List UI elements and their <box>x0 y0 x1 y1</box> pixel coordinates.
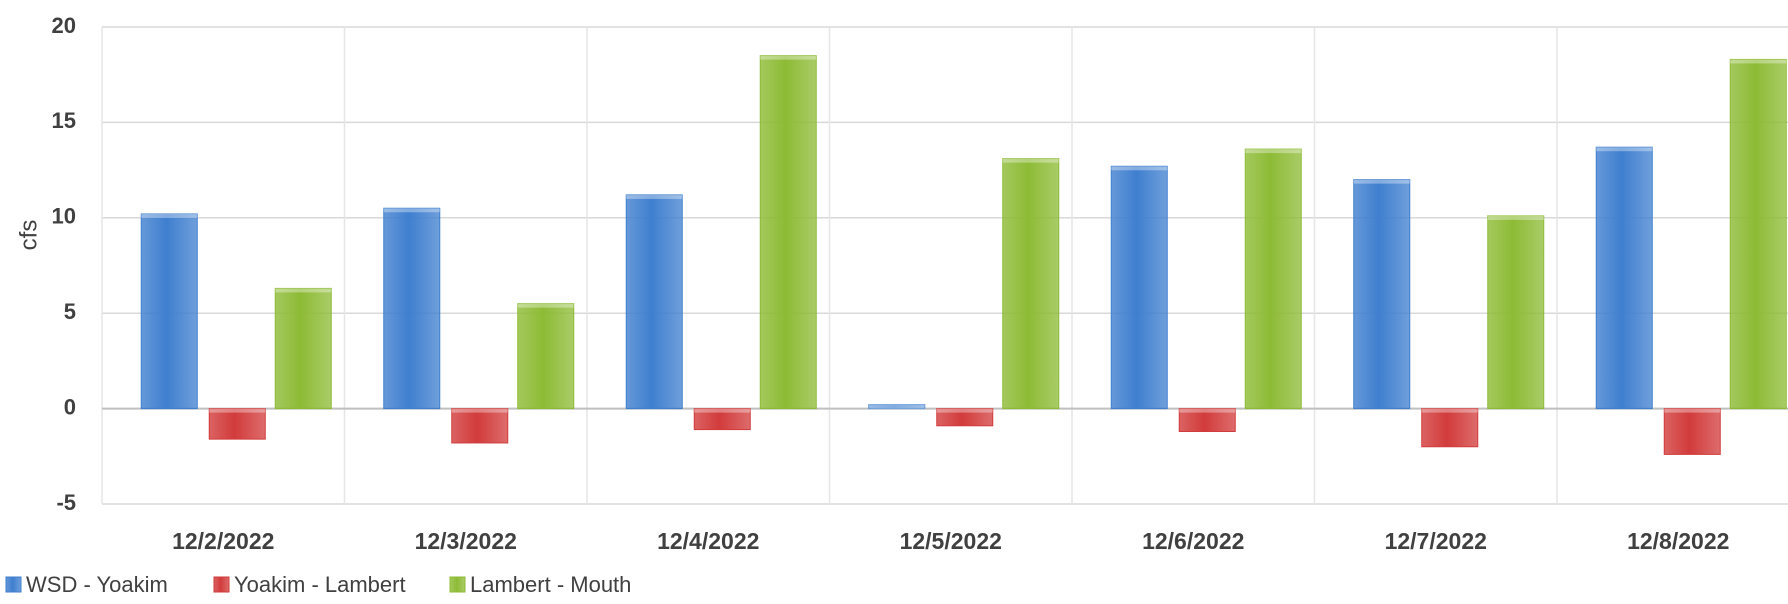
y-axis-label: cfs <box>15 220 42 251</box>
bar-wsd-yoakim-3 <box>625 194 683 410</box>
bar-highlight <box>275 288 332 293</box>
bar-highlight <box>1596 147 1653 152</box>
bar-wsd-yoakim-1 <box>140 213 198 410</box>
x-tick-label: 12/4/2022 <box>657 528 759 554</box>
x-tick-label: 12/7/2022 <box>1385 528 1487 554</box>
bar-wsd-yoakim-4 <box>868 404 926 410</box>
y-tick-label: 5 <box>64 299 76 324</box>
bar-highlight <box>694 408 751 413</box>
x-axis-ticks: 12/2/2022 12/3/2022 12/4/2022 12/5/2022 12/6… <box>172 528 1729 554</box>
bar-highlight <box>1353 179 1410 184</box>
bar-highlight <box>141 213 198 218</box>
bar-highlight <box>209 408 266 413</box>
y-tick-label: -5 <box>56 490 76 515</box>
bar-yoakim-lambert-7 <box>1663 408 1721 455</box>
bar-highlight <box>383 208 440 213</box>
bar-highlight <box>1245 149 1302 154</box>
bar-lambert-mouth-2 <box>517 303 575 410</box>
legend-label: WSD - Yoakim <box>26 572 168 597</box>
bar-yoakim-lambert-1 <box>208 408 266 440</box>
bar-highlight <box>868 404 925 409</box>
y-axis-ticks: 20 15 10 5 0 -5 <box>52 13 76 515</box>
x-tick-label: 12/6/2022 <box>1142 528 1244 554</box>
legend-label: Yoakim - Lambert <box>234 572 406 597</box>
bar-highlight <box>626 194 683 199</box>
bar-highlight <box>1002 158 1059 163</box>
bar-highlight <box>1179 408 1236 413</box>
bar-wsd-yoakim-7 <box>1595 146 1653 410</box>
x-tick-label: 12/2/2022 <box>172 528 274 554</box>
bar-wsd-yoakim-2 <box>383 207 441 410</box>
bar-yoakim-lambert-3 <box>693 408 751 431</box>
bar-wsd-yoakim-5 <box>1110 165 1168 410</box>
bar-lambert-mouth-3 <box>759 55 817 410</box>
bar-lambert-mouth-5 <box>1244 148 1302 410</box>
bar-yoakim-lambert-2 <box>451 408 509 444</box>
legend-swatch <box>449 576 466 593</box>
bars <box>140 55 1787 455</box>
y-tick-label: 0 <box>64 394 76 419</box>
bar-highlight <box>1487 215 1544 220</box>
bar-lambert-mouth-4 <box>1002 158 1060 410</box>
bar-yoakim-lambert-4 <box>936 408 994 427</box>
bar-highlight <box>451 408 508 413</box>
bar-yoakim-lambert-5 <box>1178 408 1236 432</box>
bar-highlight <box>1421 408 1478 413</box>
legend-swatch <box>5 576 22 593</box>
legend: WSD - Yoakim Yoakim - Lambert Lambert - Mo… <box>5 572 631 597</box>
bar-highlight <box>1730 59 1787 64</box>
bar-highlight <box>517 303 574 308</box>
bar-wsd-yoakim-6 <box>1353 179 1411 410</box>
x-tick-label: 12/3/2022 <box>415 528 517 554</box>
bar-highlight <box>760 55 817 60</box>
legend-label: Lambert - Mouth <box>470 572 631 597</box>
y-tick-label: 20 <box>52 13 76 38</box>
x-tick-label: 12/8/2022 <box>1627 528 1729 554</box>
y-tick-label: 15 <box>52 108 76 133</box>
legend-swatch <box>213 576 230 593</box>
bar-highlight <box>1111 166 1168 171</box>
bar-yoakim-lambert-6 <box>1421 408 1479 448</box>
bar-highlight <box>1664 408 1721 413</box>
x-tick-label: 12/5/2022 <box>900 528 1002 554</box>
bar-lambert-mouth-7 <box>1729 58 1787 410</box>
bar-lambert-mouth-1 <box>274 287 332 410</box>
bar-lambert-mouth-6 <box>1487 215 1545 410</box>
bar-highlight <box>936 408 993 413</box>
y-tick-label: 10 <box>52 204 76 229</box>
